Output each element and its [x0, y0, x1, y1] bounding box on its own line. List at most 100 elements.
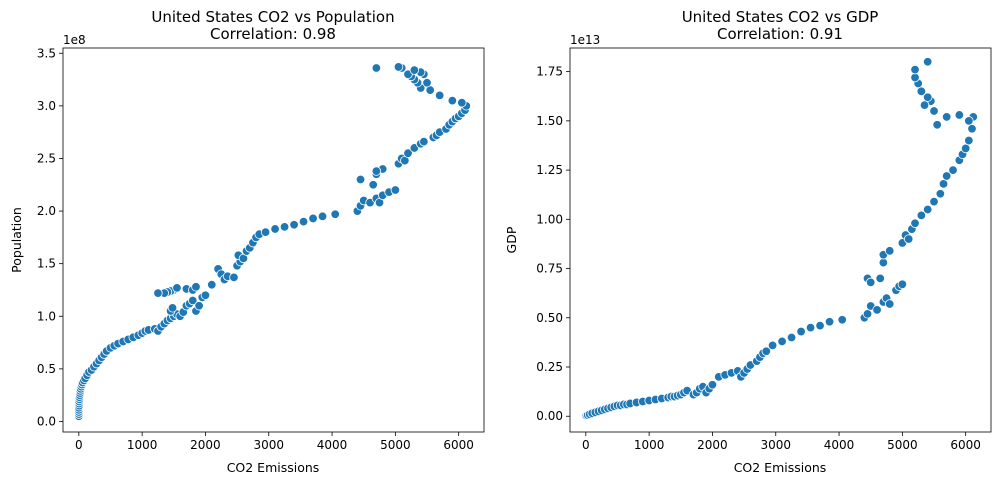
points-group [581, 57, 978, 421]
data-point [922, 204, 933, 215]
data-point [932, 120, 942, 130]
y-tick-label: 0.75 [536, 262, 563, 276]
data-point [964, 116, 974, 126]
data-point [371, 166, 382, 176]
data-point [935, 189, 946, 199]
data-point [167, 303, 178, 313]
x-tick-label: 3000 [760, 438, 791, 452]
data-point [153, 288, 163, 298]
data-point [308, 213, 318, 224]
x-tick-label: 4000 [824, 438, 855, 452]
data-point [824, 317, 835, 327]
data-point [878, 257, 889, 268]
data-point [172, 283, 182, 293]
x-tick-label: 6000 [443, 438, 474, 452]
x-axis-label: CO2 Emissions [734, 460, 827, 475]
data-point [260, 227, 271, 237]
data-point [409, 65, 420, 75]
data-point [786, 332, 797, 343]
y-tick-label: 0.0 [37, 414, 56, 428]
data-point [371, 63, 382, 73]
data-point [707, 380, 718, 390]
data-point [964, 135, 974, 146]
x-tick-label: 2000 [697, 438, 728, 452]
x-ticks: 0 1000 2000 3000 4000 5000 6000 [582, 432, 981, 452]
data-point [897, 279, 908, 290]
data-point [862, 309, 873, 319]
data-point [279, 222, 290, 232]
y-tick-label: 1.00 [536, 212, 563, 226]
data-point [422, 78, 432, 88]
x-tick-label: 0 [582, 438, 590, 452]
y-tick-label: 2.5 [37, 151, 56, 165]
data-point [875, 273, 885, 284]
data-point [837, 315, 847, 325]
data-point [910, 64, 920, 75]
data-point [866, 277, 876, 288]
y-ticks: 0.00 0.25 0.50 0.75 1.00 1.25 1.50 1.75 [536, 65, 570, 423]
data-point [761, 346, 771, 356]
data-point [207, 280, 217, 290]
data-point [941, 171, 952, 181]
data-point [403, 148, 413, 158]
data-point [805, 322, 816, 333]
y-tick-label: 3.0 [37, 99, 56, 113]
data-point [368, 180, 378, 190]
data-point [885, 299, 895, 309]
data-point [289, 220, 299, 230]
data-point [929, 196, 939, 207]
data-point [919, 100, 930, 110]
data-point [419, 136, 429, 147]
chart-subtitle: Correlation: 0.91 [717, 25, 843, 43]
y-tick-label: 0.00 [536, 409, 563, 423]
y-tick-label: 0.25 [536, 360, 563, 374]
x-ticks: 0 1000 2000 3000 4000 5000 6000 [75, 432, 474, 452]
y-tick-label: 0.5 [37, 362, 56, 376]
x-tick-label: 1000 [634, 438, 665, 452]
y-tick-label: 1.0 [37, 309, 56, 323]
data-point [967, 124, 977, 134]
chart-population: United States CO2 vs Population Correlat… [9, 8, 485, 475]
data-point [317, 211, 328, 222]
x-tick-label: 4000 [317, 438, 348, 452]
data-point [194, 301, 204, 311]
data-point [298, 216, 309, 227]
y-ticks: 0.0 0.5 1.0 1.5 2.0 2.5 3.0 3.5 [37, 46, 63, 428]
data-point [767, 340, 778, 351]
y-tick-label: 2.0 [37, 204, 56, 218]
data-point [777, 336, 787, 347]
chart-title: United States CO2 vs GDP [682, 8, 879, 26]
x-tick-label: 1000 [127, 438, 158, 452]
data-point [941, 112, 952, 122]
chart-title: United States CO2 vs Population [151, 8, 394, 26]
y-tick-label: 1.75 [536, 65, 563, 79]
y-offset-label: 1e8 [63, 33, 86, 47]
data-point [929, 106, 939, 116]
y-tick-label: 1.50 [536, 114, 563, 128]
data-point [447, 95, 458, 106]
data-point [393, 62, 404, 72]
data-point [954, 110, 965, 120]
x-tick-label: 2000 [190, 438, 221, 452]
data-point [938, 179, 949, 189]
y-tick-label: 0.50 [536, 311, 563, 325]
x-tick-label: 6000 [950, 438, 981, 452]
data-point [330, 209, 340, 219]
data-point [188, 295, 198, 306]
plot-frame [569, 47, 992, 433]
data-point [960, 143, 971, 154]
data-point [229, 272, 239, 283]
chart-gdp: United States CO2 vs GDP Correlation: 0.… [504, 8, 992, 475]
data-point [872, 305, 882, 315]
y-axis-label: Population [9, 207, 24, 273]
x-tick-label: 0 [75, 438, 83, 452]
data-point [922, 57, 933, 67]
x-tick-label: 3000 [253, 438, 284, 452]
y-tick-label: 1.25 [536, 163, 563, 177]
data-point [904, 234, 914, 244]
x-axis-label: CO2 Emissions [227, 460, 320, 475]
data-point [434, 90, 445, 101]
y-tick-label: 1.5 [37, 257, 56, 271]
